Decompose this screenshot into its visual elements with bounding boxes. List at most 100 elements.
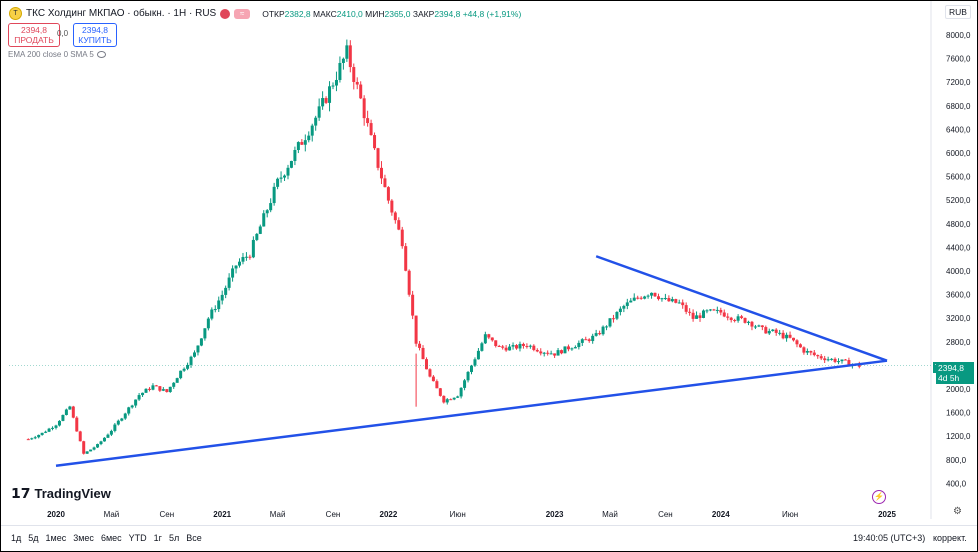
price-chart[interactable]: 8000,0 7600,0 7200,0 6800,0 6400,0 6000,0 5600… — [1, 1, 977, 525]
x-tick-label: 2025 — [878, 510, 896, 519]
candle-body — [196, 345, 200, 353]
adjustment-toggle[interactable]: коррект. — [933, 533, 967, 543]
candle-body — [407, 270, 411, 295]
high-label: МАКС — [313, 8, 337, 19]
y-tick-label: 6400,0 — [946, 125, 971, 134]
candle-body — [224, 287, 228, 295]
candle-body — [144, 388, 148, 393]
candle-body — [508, 346, 512, 351]
candle-body — [51, 427, 55, 429]
y-tick-label: 1600,0 — [946, 409, 971, 418]
candle-body — [314, 117, 318, 126]
candle-body — [85, 451, 89, 454]
period-button[interactable]: 5д — [28, 533, 39, 543]
lightning-icon[interactable]: ⚡ — [872, 490, 886, 504]
period-button[interactable]: Все — [186, 533, 202, 543]
symbol-title[interactable]: ТКС Холдинг МКПАО · обыкн. · 1Н · RUS — [26, 8, 217, 19]
y-tick-label: 1200,0 — [946, 432, 971, 441]
candle-body — [431, 376, 435, 382]
candle-body — [677, 302, 681, 304]
candle-body — [120, 418, 124, 421]
period-button[interactable]: 3мес — [73, 533, 94, 543]
buy-button[interactable]: 2394,8 КУПИТЬ — [73, 23, 117, 47]
candle-body — [68, 406, 72, 410]
x-tick-label: 2024 — [712, 510, 730, 519]
alert-icon[interactable]: ≈ — [234, 8, 251, 19]
currency-button[interactable]: RUB — [945, 5, 971, 19]
indicator-legend[interactable]: EMA 200 close 0 SMA 5 — [8, 50, 106, 59]
period-button[interactable]: 6мес — [100, 533, 122, 543]
x-tick-label: Сен — [658, 510, 673, 519]
candle-body — [293, 150, 297, 161]
candle-body — [435, 381, 439, 389]
period-button[interactable]: 1д — [11, 533, 22, 543]
candle-body — [747, 321, 750, 323]
candle-body — [615, 312, 619, 319]
candle-body — [123, 413, 127, 419]
candle-body — [428, 369, 432, 377]
candle-body — [674, 299, 678, 303]
candle-body — [442, 395, 446, 403]
candle-body — [172, 382, 176, 387]
trendline — [595, 255, 888, 362]
candle-body — [82, 441, 86, 454]
period-selector: 1д 5д 1мес 3мес 6мес YTD 1г 5л Все — [11, 533, 202, 543]
candle-body — [463, 380, 467, 388]
high-value: 2410,0 — [336, 8, 363, 19]
candle-body — [470, 365, 473, 372]
y-tick-label: 3600,0 — [946, 291, 971, 300]
y-tick-label: 6800,0 — [946, 102, 971, 111]
change-value: +44,8 (+1,91%) — [462, 8, 522, 19]
period-button[interactable]: YTD — [128, 533, 147, 543]
candle-body — [591, 335, 595, 342]
candle-body — [269, 203, 273, 211]
candle-body — [476, 350, 480, 360]
candle-body — [106, 434, 110, 438]
candle-body — [373, 135, 377, 149]
eye-icon[interactable] — [96, 51, 106, 58]
candle-body — [438, 388, 442, 396]
clock[interactable]: 19:40:05 (UTC+3) — [853, 533, 926, 543]
candle-body — [605, 326, 609, 328]
candle-body — [587, 339, 591, 342]
candle-body — [549, 353, 553, 355]
trendline — [55, 359, 888, 467]
buy-price: 2394,8 — [82, 25, 108, 35]
period-button[interactable]: 1г — [153, 533, 162, 543]
candle-body — [362, 98, 366, 119]
settings-gear-icon[interactable]: ⚙ — [953, 506, 962, 517]
sell-button[interactable]: 2394,8 ПРОДАТЬ — [8, 23, 60, 47]
period-button[interactable]: 5л — [168, 533, 180, 543]
open-label: ОТКР — [262, 8, 285, 19]
candle-body — [753, 326, 757, 328]
candle-body — [411, 294, 415, 316]
candle-body — [130, 405, 134, 408]
candle-body — [33, 437, 37, 439]
period-button[interactable]: 1мес — [45, 533, 67, 543]
candle-body — [708, 309, 712, 311]
candle-body — [26, 439, 30, 441]
candle-body — [44, 431, 48, 433]
candle-body — [324, 98, 328, 103]
candle-body — [75, 417, 79, 432]
candle-body — [573, 347, 577, 349]
candle-body — [321, 98, 325, 107]
sell-label: ПРОДАТЬ — [14, 35, 54, 45]
candle-body — [348, 45, 352, 68]
candle-body — [788, 334, 792, 338]
candle-body — [515, 345, 519, 349]
candle-body — [418, 343, 422, 348]
candle-body — [113, 424, 117, 431]
candle-body — [792, 337, 796, 341]
candle-body — [213, 309, 217, 311]
x-tick-label: Май — [602, 510, 618, 519]
candle-body — [570, 348, 574, 350]
candle-body — [71, 406, 75, 418]
candle-body — [334, 79, 338, 86]
candle-body — [99, 441, 103, 445]
candle-body — [276, 178, 280, 187]
tradingview-brand[interactable]: 𝟭𝟳 TradingView — [11, 485, 111, 502]
spread-value: 0,0 — [57, 29, 69, 38]
candle-body — [785, 334, 789, 339]
